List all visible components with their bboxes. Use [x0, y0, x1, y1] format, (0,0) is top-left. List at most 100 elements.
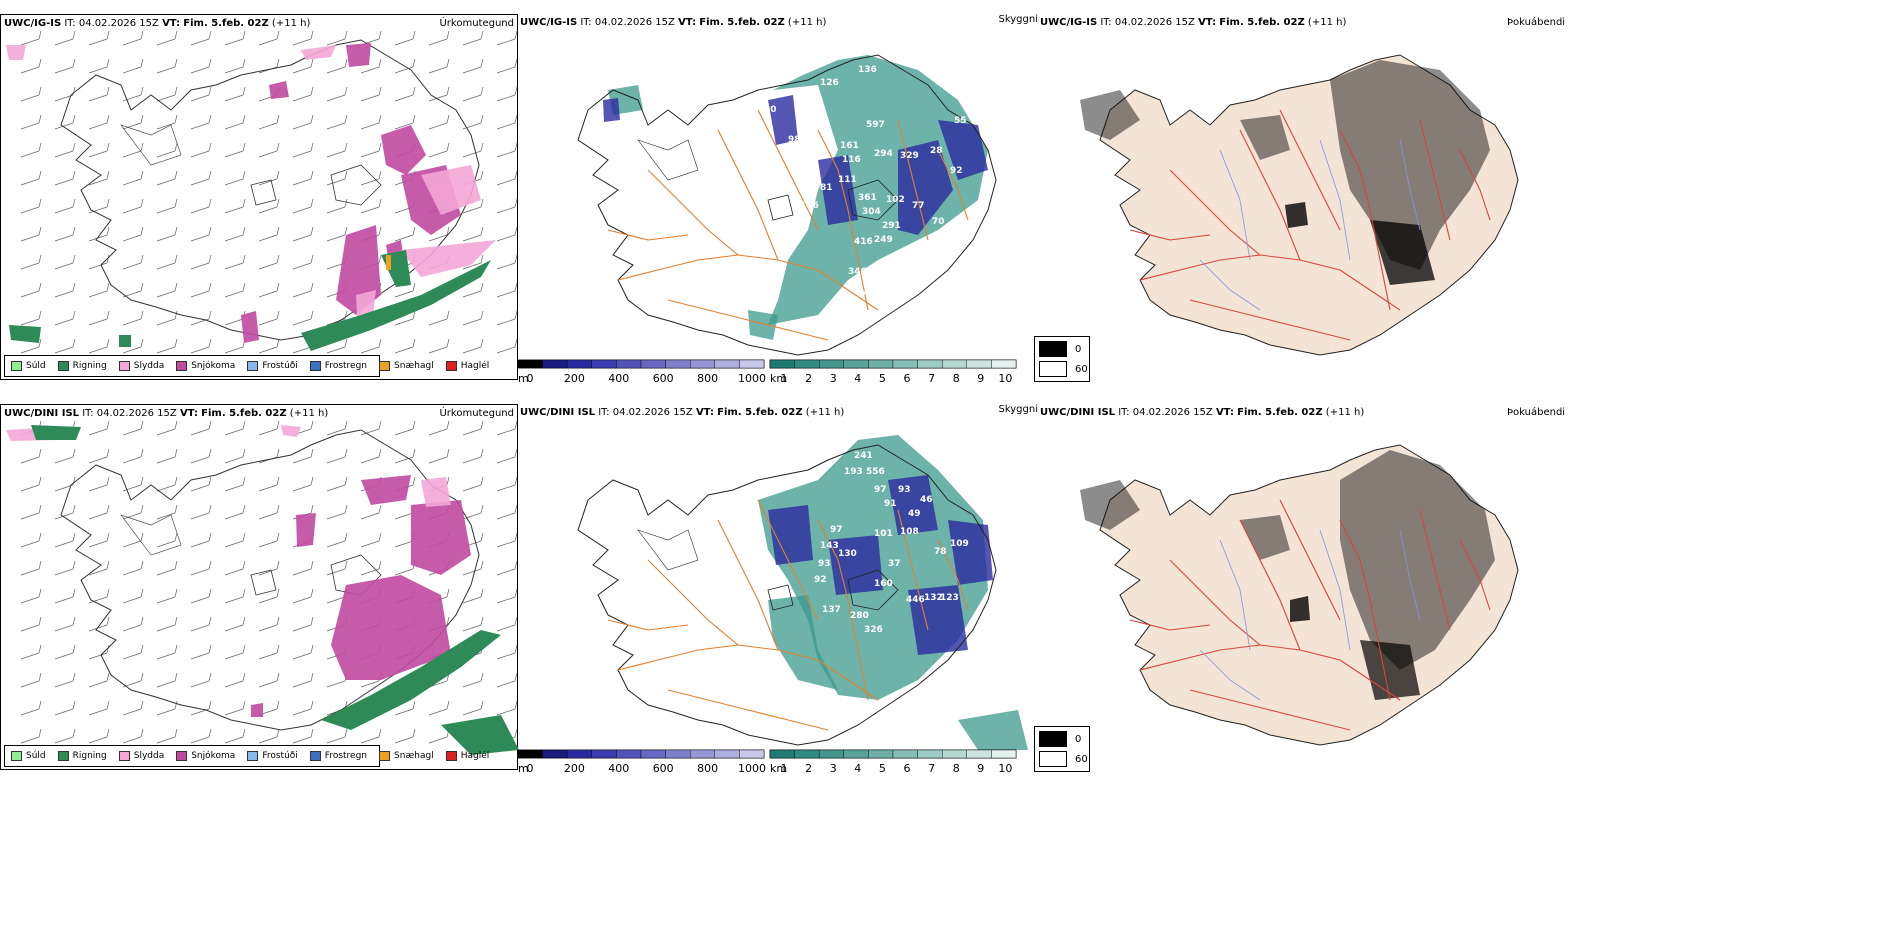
cloud-base-value: 70	[932, 217, 945, 227]
colorbar-segment	[868, 749, 894, 759]
legend-item: Haglél	[445, 361, 489, 371]
legend-label: Rigning	[72, 361, 107, 371]
model-name: UWC/IG-IS	[4, 18, 62, 29]
snow-areas	[251, 475, 471, 717]
colorbar-segment	[917, 749, 943, 759]
panel-title-cloud-base: Skyggni	[998, 14, 1038, 25]
cloud-base-value: 93	[898, 485, 911, 495]
colorbar-segment	[794, 359, 820, 369]
cloud-patches	[608, 55, 988, 340]
low-cloud-patches	[603, 95, 988, 235]
valid-time: Fim. 5.feb. 02Z	[699, 17, 785, 28]
cloud-base-value: 161	[840, 141, 859, 151]
init-time-label: IT:	[64, 18, 76, 29]
colorbar-segment	[966, 359, 992, 369]
lead-time: (+11 h)	[271, 18, 311, 29]
legend-item: Slydda	[118, 361, 164, 371]
valid-time: Fim. 5.feb. 02Z	[201, 408, 287, 419]
colorbar-tick: 9	[977, 762, 984, 775]
legend-swatch	[309, 751, 321, 761]
legend-label: Frostregn	[324, 751, 368, 761]
cloud-base-value: 597	[866, 120, 885, 130]
fog-legend-item: 0	[1039, 731, 1081, 747]
colorbar-unit: km	[770, 372, 787, 385]
colorbar-tick: 600	[653, 762, 674, 775]
cloud-base-value: 80	[764, 105, 777, 115]
cloud-scale-km-bottom: km1 2 3 4 5 6 7 8 9 10	[769, 749, 1017, 775]
cloud-scale-m-top: m0 200 400 600 800 1000	[517, 359, 766, 385]
cloud-base-value: 416	[854, 237, 873, 247]
colorbar-tick: 1	[781, 372, 788, 385]
valid-time: Fim. 5.feb. 02Z	[1219, 17, 1305, 28]
colorbar-segment	[616, 749, 642, 759]
legend-swatch	[118, 361, 130, 371]
legend-swatch	[247, 751, 259, 761]
cloud-base-value: 77	[912, 201, 925, 211]
model-name: UWC/IG-IS	[1040, 17, 1098, 28]
colorbar-segment	[542, 359, 568, 369]
colorbar-segment	[665, 749, 691, 759]
legend-item: Snæhagl	[379, 361, 434, 371]
init-time-label: IT:	[580, 17, 592, 28]
legend-swatch	[11, 361, 22, 371]
colorbar-segment	[714, 749, 740, 759]
roads	[1129, 109, 1491, 341]
legend-swatch	[445, 751, 457, 761]
cloud-base-value: 143	[820, 541, 839, 551]
colorbar-tick: 7	[928, 762, 935, 775]
panel-title-precip-type: Úrkomutegund	[439, 408, 514, 419]
rivers	[1199, 139, 1421, 311]
valid-time: Fim. 5.feb. 02Z	[717, 407, 803, 418]
cloud-base-value: 111	[838, 175, 857, 185]
cloud-scale-m-bottom: m0 200 400 600 800 1000	[517, 749, 766, 775]
legend-item: Súld	[11, 361, 46, 371]
precip-map-bottom	[6, 420, 519, 755]
sleet-areas	[6, 45, 496, 317]
cloud-base-value: 241	[854, 451, 873, 461]
cloud-base-value: 304	[862, 207, 881, 217]
cloud-base-value: 126	[820, 78, 839, 88]
model-name: UWC/IG-IS	[520, 17, 578, 28]
colorbar-segment	[739, 749, 765, 759]
legend-label: Frostúði	[262, 751, 298, 761]
legend-swatch	[11, 751, 22, 761]
legend-item: Frostregn	[309, 361, 368, 371]
fog-legend-swatch	[1039, 361, 1067, 377]
wind-barbs	[20, 420, 518, 744]
cloud-base-value: 280	[850, 611, 869, 621]
cloud-base-value: 72	[860, 291, 873, 301]
roads	[607, 499, 969, 731]
colorbar-segment	[794, 749, 820, 759]
legend-label: Frostregn	[324, 361, 368, 371]
fog-legend-label: 60	[1075, 753, 1088, 765]
init-time-label: IT:	[1100, 17, 1112, 28]
cloud-base-value: 446	[906, 595, 925, 605]
rain-areas	[31, 425, 519, 755]
fog-legend: 0 60	[1034, 336, 1090, 382]
legend-item: Snæhagl	[379, 751, 434, 761]
cloud-base-value: 108	[900, 527, 919, 537]
lead-time: (+11 h)	[787, 17, 827, 28]
colorbar-tick: 1000	[738, 372, 766, 385]
colorbar-tick: 10	[998, 372, 1012, 385]
legend-item: Snjókoma	[176, 361, 235, 371]
valid-time-label: VT:	[1215, 407, 1234, 418]
cloud-base-value: 346	[848, 267, 867, 277]
colorbar-segment	[591, 359, 617, 369]
lead-time: (+11 h)	[1325, 407, 1365, 418]
colorbar-tick: 0	[527, 372, 534, 385]
legend-label: Súld	[26, 361, 46, 371]
legend-item: Frostregn	[309, 751, 368, 761]
colorbar-tick: 9	[977, 372, 984, 385]
colorbar-segment	[991, 359, 1017, 369]
snow-areas	[241, 43, 461, 343]
legend-swatch	[445, 361, 457, 371]
cloud-base-value: 249	[874, 235, 893, 245]
cloud-base-value: 55	[954, 116, 967, 126]
panel-title-fog: Þokuábendi	[1507, 17, 1566, 28]
rain-areas	[9, 250, 491, 351]
cloud-base-value: 361	[858, 193, 877, 203]
valid-time-label: VT:	[1198, 17, 1217, 28]
colorbar-tick: 0	[527, 762, 534, 775]
cloud-base-value: 109	[950, 539, 969, 549]
